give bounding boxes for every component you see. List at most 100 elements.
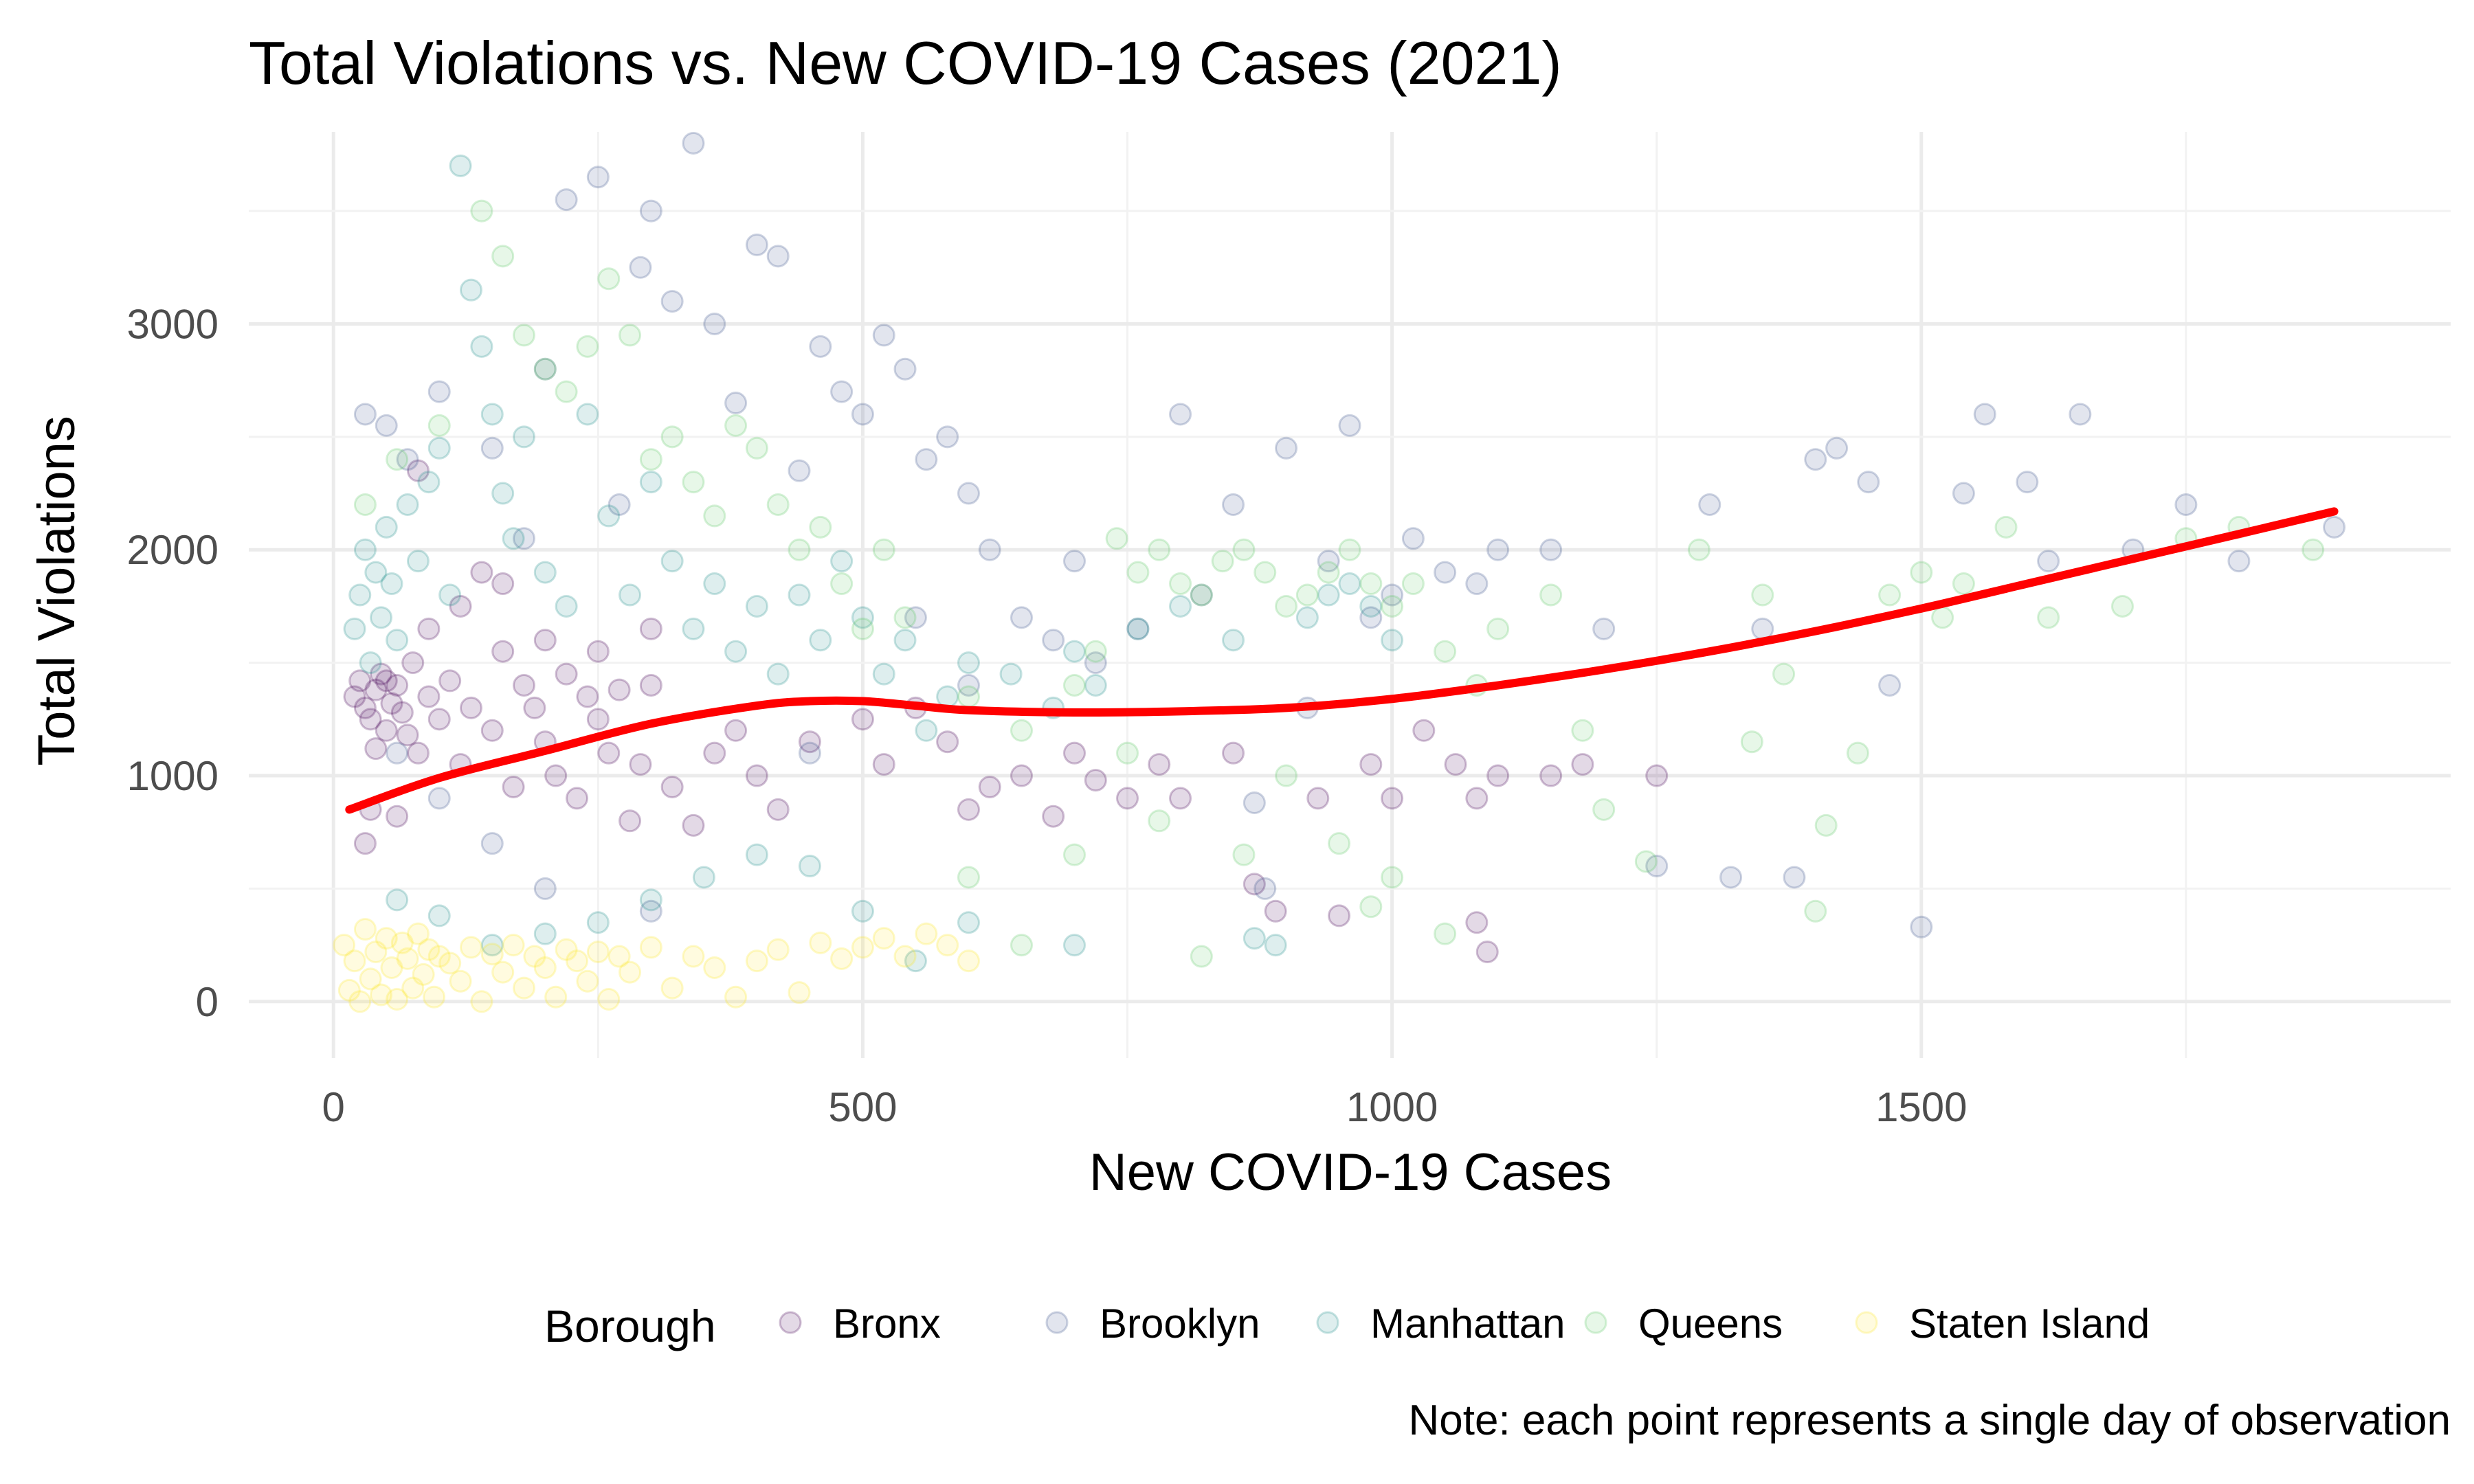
point-staten-island: [401, 976, 425, 1000]
point-queens: [1084, 640, 1107, 663]
point-manhattan: [491, 482, 515, 505]
point-brooklyn: [1539, 538, 1563, 561]
point-bronx: [703, 741, 726, 765]
point-manhattan: [380, 572, 403, 596]
point-queens: [533, 357, 557, 381]
point-bronx: [533, 629, 557, 652]
x-tick-label: 0: [322, 1084, 345, 1130]
point-staten-island: [682, 945, 705, 968]
axis-ticks: 0 500 1000 1500 0 1000 2000 3000: [127, 301, 1968, 1130]
point-bronx: [1222, 741, 1245, 765]
point-manhattan: [1063, 934, 1086, 957]
point-staten-island: [608, 945, 631, 968]
point-manhattan: [470, 335, 493, 358]
point-queens: [1359, 895, 1383, 919]
point-manhattan: [936, 685, 959, 708]
point-manhattan: [893, 629, 917, 652]
point-bronx: [1381, 787, 1404, 810]
point-bronx: [401, 651, 425, 675]
point-bronx: [608, 678, 631, 701]
point-brooklyn: [904, 606, 927, 629]
point-bronx: [766, 798, 790, 821]
point-queens: [1148, 809, 1171, 833]
point-brooklyn: [1190, 583, 1213, 607]
point-staten-island: [893, 945, 917, 968]
legend-title: Borough: [544, 1301, 716, 1351]
point-bronx: [639, 674, 662, 697]
point-bronx: [1010, 764, 1033, 787]
point-brooklyn: [1169, 403, 1192, 426]
point-queens: [1910, 561, 1933, 584]
point-manhattan: [480, 403, 504, 426]
point-bronx: [1465, 787, 1489, 810]
point-queens: [1190, 583, 1213, 607]
y-tick-label: 3000: [127, 301, 219, 347]
point-staten-island: [438, 952, 462, 975]
point-manhattan: [851, 899, 874, 923]
point-manhattan: [957, 911, 980, 934]
point-brooklyn: [533, 877, 557, 900]
point-brooklyn: [1698, 493, 1721, 516]
point-bronx: [386, 674, 409, 697]
point-manhattan: [502, 527, 525, 550]
point-queens: [1295, 583, 1319, 607]
point-bronx: [380, 692, 403, 715]
point-bronx: [1264, 899, 1287, 923]
point-bronx: [1412, 719, 1436, 742]
point-bronx: [375, 669, 398, 693]
point-queens: [639, 448, 662, 471]
point-manhattan: [639, 888, 662, 912]
point-bronx: [491, 640, 515, 663]
point-staten-island: [523, 945, 546, 968]
point-staten-island: [830, 947, 854, 970]
point-staten-island: [406, 922, 430, 945]
point-queens: [957, 685, 980, 708]
point-brooklyn: [1222, 493, 1245, 516]
point-staten-island: [566, 949, 589, 973]
point-manhattan: [724, 640, 748, 663]
point-manhattan: [915, 719, 938, 742]
point-queens: [1359, 572, 1383, 596]
point-bronx: [513, 674, 535, 697]
point-staten-island: [555, 938, 578, 961]
point-brooklyn: [427, 787, 451, 810]
point-brooklyn: [1126, 617, 1150, 640]
point-queens: [555, 380, 578, 403]
point-staten-island: [390, 931, 414, 954]
point-manhattan: [386, 629, 409, 652]
point-brooklyn: [2227, 550, 2251, 573]
points-layer: [333, 131, 2346, 1013]
point-staten-island: [359, 967, 382, 991]
point-manhattan: [533, 922, 557, 945]
point-manhattan: [1338, 572, 1361, 596]
point-brooklyn: [724, 392, 748, 415]
point-manhattan: [999, 662, 1023, 686]
point-bronx: [576, 685, 599, 708]
legend-key-brooklyn: [1045, 1311, 1069, 1334]
point-queens: [1486, 617, 1510, 640]
point-bronx: [406, 741, 430, 765]
point-bronx: [851, 708, 874, 731]
point-queens: [1105, 527, 1128, 550]
point-bronx: [353, 696, 377, 719]
point-bronx: [438, 669, 462, 693]
point-queens: [1571, 719, 1594, 742]
point-manhattan: [745, 594, 768, 618]
point-manhattan: [343, 617, 366, 640]
point-manhattan: [798, 855, 821, 878]
point-manhattan: [1317, 583, 1340, 607]
point-manhattan: [406, 550, 430, 573]
point-manhattan: [427, 904, 451, 928]
point-bronx: [1306, 787, 1330, 810]
caption: Note: each point represents a single day…: [1409, 1397, 2451, 1444]
point-manhattan: [1222, 629, 1245, 652]
point-queens: [1772, 662, 1796, 686]
point-queens: [1126, 561, 1150, 584]
point-brooklyn: [1719, 866, 1743, 889]
point-brooklyn: [639, 899, 662, 923]
point-staten-island: [809, 931, 832, 954]
point-brooklyn: [978, 538, 1001, 561]
point-queens: [1434, 922, 1457, 945]
point-bronx: [417, 617, 441, 640]
point-queens: [851, 617, 874, 640]
